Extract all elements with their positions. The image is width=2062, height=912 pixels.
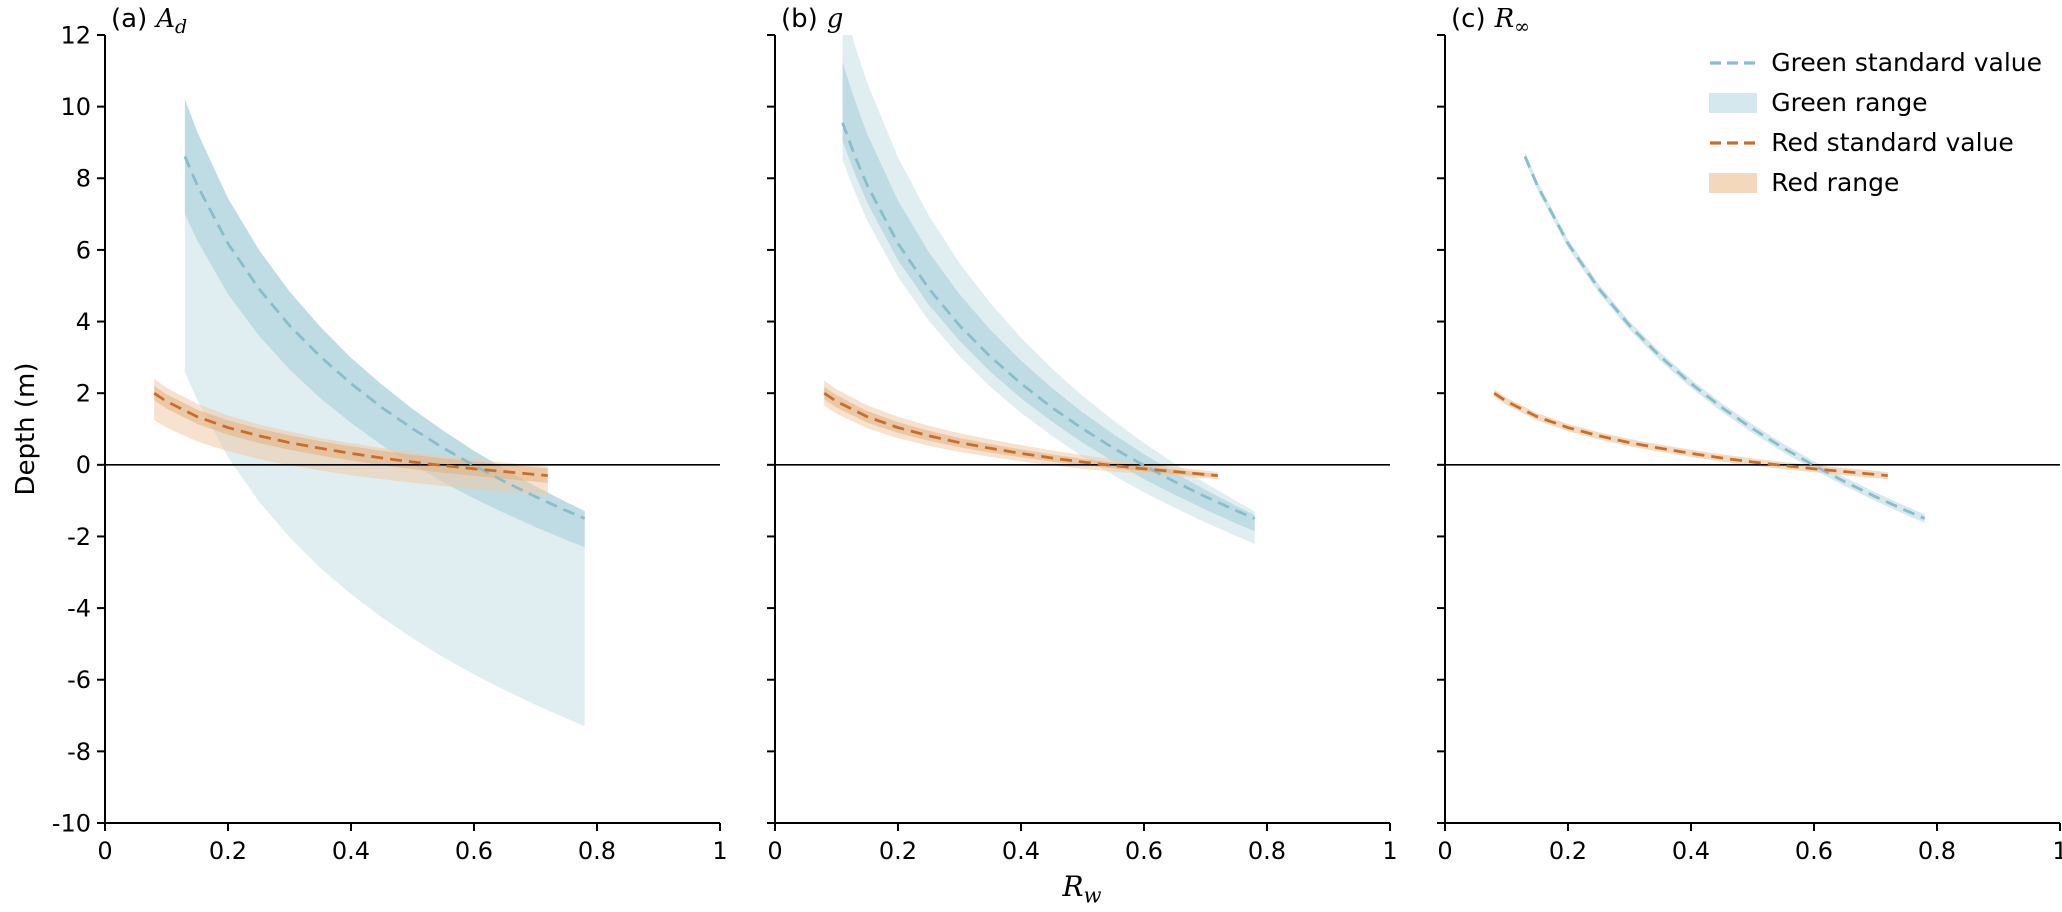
x-axis-label-subscript: w — [1083, 883, 1102, 908]
legend-label-red-range: Red range — [1771, 168, 1900, 197]
svg-text:0.6: 0.6 — [455, 837, 493, 865]
svg-text:0.4: 0.4 — [1002, 837, 1040, 865]
red-range-patch-icon — [1709, 172, 1758, 193]
svg-text:12: 12 — [60, 21, 91, 49]
panel-a-title-symbol: A — [156, 4, 176, 34]
legend-item-red-standard: Red standard value — [1709, 128, 2042, 157]
panel-b-x-ticks: 0 0.2 0.4 0.6 0.8 1 — [767, 823, 1398, 865]
panel-c-green-range-thin — [1525, 152, 1925, 523]
panel-b-lines — [823, 122, 1256, 520]
panel-b-title-prefix: (b) — [781, 4, 818, 34]
panel-a-red-standard — [153, 392, 548, 477]
svg-text:0: 0 — [767, 837, 782, 865]
svg-text:0.6: 0.6 — [1125, 837, 1163, 865]
svg-text:0: 0 — [97, 837, 112, 865]
panel-b-red-standard — [823, 392, 1218, 477]
panel-c-red-standard — [1493, 392, 1888, 477]
x-axis-label-symbol: R — [1062, 870, 1084, 903]
svg-text:10: 10 — [60, 93, 91, 121]
svg-text:0.4: 0.4 — [332, 837, 370, 865]
x-axis-label: Rw — [1062, 870, 1101, 908]
panel-c-bands — [1494, 152, 1925, 523]
panel-c-title: (c) R∞ — [1451, 4, 1530, 38]
svg-text:1: 1 — [2052, 837, 2062, 865]
panel-a-title: (a) Ad — [111, 4, 187, 38]
panel-b-title-symbol: g — [826, 4, 844, 34]
svg-text:8: 8 — [76, 165, 91, 193]
legend-label-red-standard: Red standard value — [1771, 128, 2014, 157]
svg-text:-4: -4 — [67, 594, 91, 622]
svg-text:0.8: 0.8 — [578, 837, 616, 865]
panel-a-y-ticks: -10 -8 -6 -4 -2 0 2 4 6 8 10 12 — [52, 21, 105, 837]
legend-label-green-standard: Green standard value — [1771, 48, 2042, 77]
svg-text:-2: -2 — [67, 523, 91, 551]
panel-c-x-ticks: 0 0.2 0.4 0.6 0.8 1 — [1437, 823, 2062, 865]
svg-text:0.8: 0.8 — [1918, 837, 1956, 865]
svg-text:4: 4 — [76, 308, 91, 336]
legend-label-green-range: Green range — [1771, 88, 1928, 117]
svg-text:0.4: 0.4 — [1672, 837, 1710, 865]
svg-text:0.2: 0.2 — [879, 837, 917, 865]
panel-b-red-range-inner — [824, 386, 1218, 478]
panel-c-title-subscript: ∞ — [1514, 16, 1530, 39]
green-range-patch-icon — [1709, 92, 1758, 113]
panel-b-title: (b) g — [781, 4, 843, 38]
legend-item-red-range: Red range — [1709, 168, 2042, 197]
panel-c-y-ticks — [1437, 34, 1445, 824]
legend: Green standard value Green range Red sta… — [1709, 48, 2042, 197]
svg-text:6: 6 — [76, 236, 91, 264]
svg-text:-10: -10 — [52, 809, 91, 837]
panel-c: 0 0.2 0.4 0.6 0.8 1 — [1437, 34, 2062, 865]
svg-text:0: 0 — [1437, 837, 1452, 865]
svg-text:0.2: 0.2 — [209, 837, 247, 865]
panel-a-green-range-inner — [184, 99, 585, 548]
legend-item-green-range: Green range — [1709, 88, 2042, 117]
svg-text:0.6: 0.6 — [1795, 837, 1833, 865]
panel-b-green-standard — [841, 122, 1256, 520]
y-axis-label: Depth (m) — [11, 362, 41, 496]
panel-a-green-standard — [183, 155, 586, 520]
panel-c-title-symbol: R — [1494, 4, 1515, 34]
svg-text:0: 0 — [76, 451, 91, 479]
panel-a-title-prefix: (a) — [111, 4, 148, 34]
panel-b-y-ticks — [767, 34, 775, 824]
panel-b: 0 0.2 0.4 0.6 0.8 1 — [767, 34, 1398, 865]
panel-b-green-range-inner — [842, 62, 1255, 532]
panel-c-title-prefix: (c) — [1451, 4, 1486, 34]
legend-item-green-standard: Green standard value — [1709, 48, 2042, 77]
svg-text:1: 1 — [1382, 837, 1397, 865]
red-dashed-line-swatch-icon — [1710, 140, 1757, 145]
panel-a-lines — [153, 155, 586, 520]
panel-a: 0 0.2 0.4 0.6 0.8 1 -10 -8 -6 -4 -2 0 2 4 6 8 10 12 — [52, 21, 728, 865]
svg-text:-8: -8 — [67, 738, 91, 766]
panel-c-lines — [1493, 155, 1926, 520]
svg-text:1: 1 — [712, 837, 727, 865]
panel-a-x-ticks: 0 0.2 0.4 0.6 0.8 1 — [97, 823, 728, 865]
svg-text:-6: -6 — [67, 666, 91, 694]
panel-a-bands — [154, 99, 585, 727]
panel-c-red-range-thin — [1494, 389, 1888, 480]
svg-text:2: 2 — [76, 380, 91, 408]
svg-text:0.8: 0.8 — [1248, 837, 1286, 865]
svg-text:0.2: 0.2 — [1549, 837, 1587, 865]
panel-a-title-subscript: d — [175, 16, 188, 39]
panel-c-green-standard — [1523, 155, 1926, 520]
green-dashed-line-swatch-icon — [1710, 60, 1757, 65]
panel-b-bands — [824, 35, 1255, 544]
